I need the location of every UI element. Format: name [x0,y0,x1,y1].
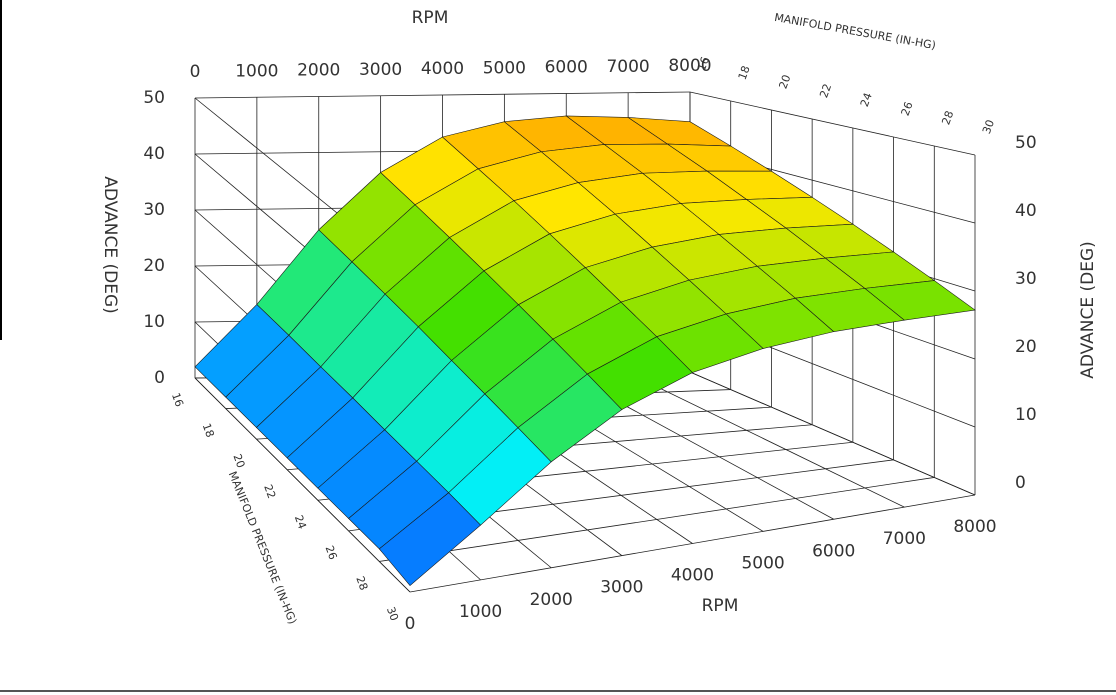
z-tick-label-left: 50 [143,88,165,108]
z-tick-label-left: 40 [143,144,165,164]
x-tick-label-top: 5000 [483,58,526,78]
x-tick-label: 3000 [600,578,643,598]
z-tick-label-left: 10 [143,312,165,332]
window-bottom [0,690,1116,692]
y-tick-label: 28 [353,574,370,592]
x-tick-label: 7000 [883,529,926,549]
x-tick-label: 0 [405,614,416,634]
y-tick-label: 24 [292,513,309,531]
y-tick-label-top: 30 [980,118,997,136]
floor-grid-line [409,494,976,593]
y-tick-label-top: 18 [736,64,753,82]
back-wall-grid-line [194,91,691,99]
surface-patch [864,280,976,321]
z-axis-title-right: ADVANCE (DEG) [1078,241,1098,379]
y-axis-title: MANIFOLD PRESSURE (IN-HG) [226,469,299,626]
z-tick-label-left: 30 [143,200,165,220]
floor-grid-line [627,372,905,508]
z-tick-label-right: 30 [1015,269,1037,289]
window-edge [0,0,2,340]
x-tick-label-top: 6000 [545,58,588,78]
x-axis-title: RPM [702,596,739,616]
x-tick-label: 4000 [671,566,714,586]
x-tick-label-top: 2000 [297,61,340,81]
y-tick-label: 22 [261,483,278,501]
z-tick-label-left: 20 [143,256,165,276]
x-tick-label: 1000 [459,602,502,622]
x-tick-label-top: 7000 [606,57,649,77]
side-wall-grid-line [689,91,976,156]
z-tick-label-left: 0 [154,368,165,388]
x-tick-label-top: 1000 [235,61,278,81]
x-tick-label-top: 3000 [359,60,402,80]
x-tick-label: 2000 [530,590,573,610]
y-tick-label: 18 [200,422,217,440]
z-tick-label-right: 50 [1015,133,1037,153]
x-tick-label: 8000 [953,517,996,537]
y-axis-title-top: MANIFOLD PRESSURE (IN-HG) [773,11,937,52]
z-tick-label-right: 20 [1015,337,1037,357]
x-tick-label-top: 4000 [421,59,464,79]
y-tick-label-top: 16 [695,55,712,73]
x-tick-label-top: 8000 [668,56,711,76]
left-edge-grid-line [194,377,411,593]
y-tick-label: 30 [384,605,401,623]
z-tick-label-right: 0 [1015,473,1026,493]
x-tick-label: 6000 [812,541,855,561]
x-tick-label-top: 0 [190,62,201,82]
side-wall-grid-line [689,371,976,496]
x-axis-title-top: RPM [412,8,449,28]
y-tick-label: 16 [169,391,186,409]
y-tick-label-top: 26 [899,100,916,118]
floor-grid-line [379,477,935,562]
z-axis-title-left: ADVANCE (DEG) [100,176,120,314]
x-tick-label: 5000 [741,553,784,573]
z-tick-label-right: 10 [1015,405,1037,425]
z-tick-label-right: 40 [1015,201,1037,221]
y-tick-label-top: 24 [858,91,875,109]
y-tick-label: 26 [323,544,340,562]
y-tick-label-top: 28 [939,109,956,127]
y-tick-label-top: 22 [817,82,834,100]
y-tick-label-top: 20 [776,73,793,91]
y-tick-label: 20 [230,452,247,470]
